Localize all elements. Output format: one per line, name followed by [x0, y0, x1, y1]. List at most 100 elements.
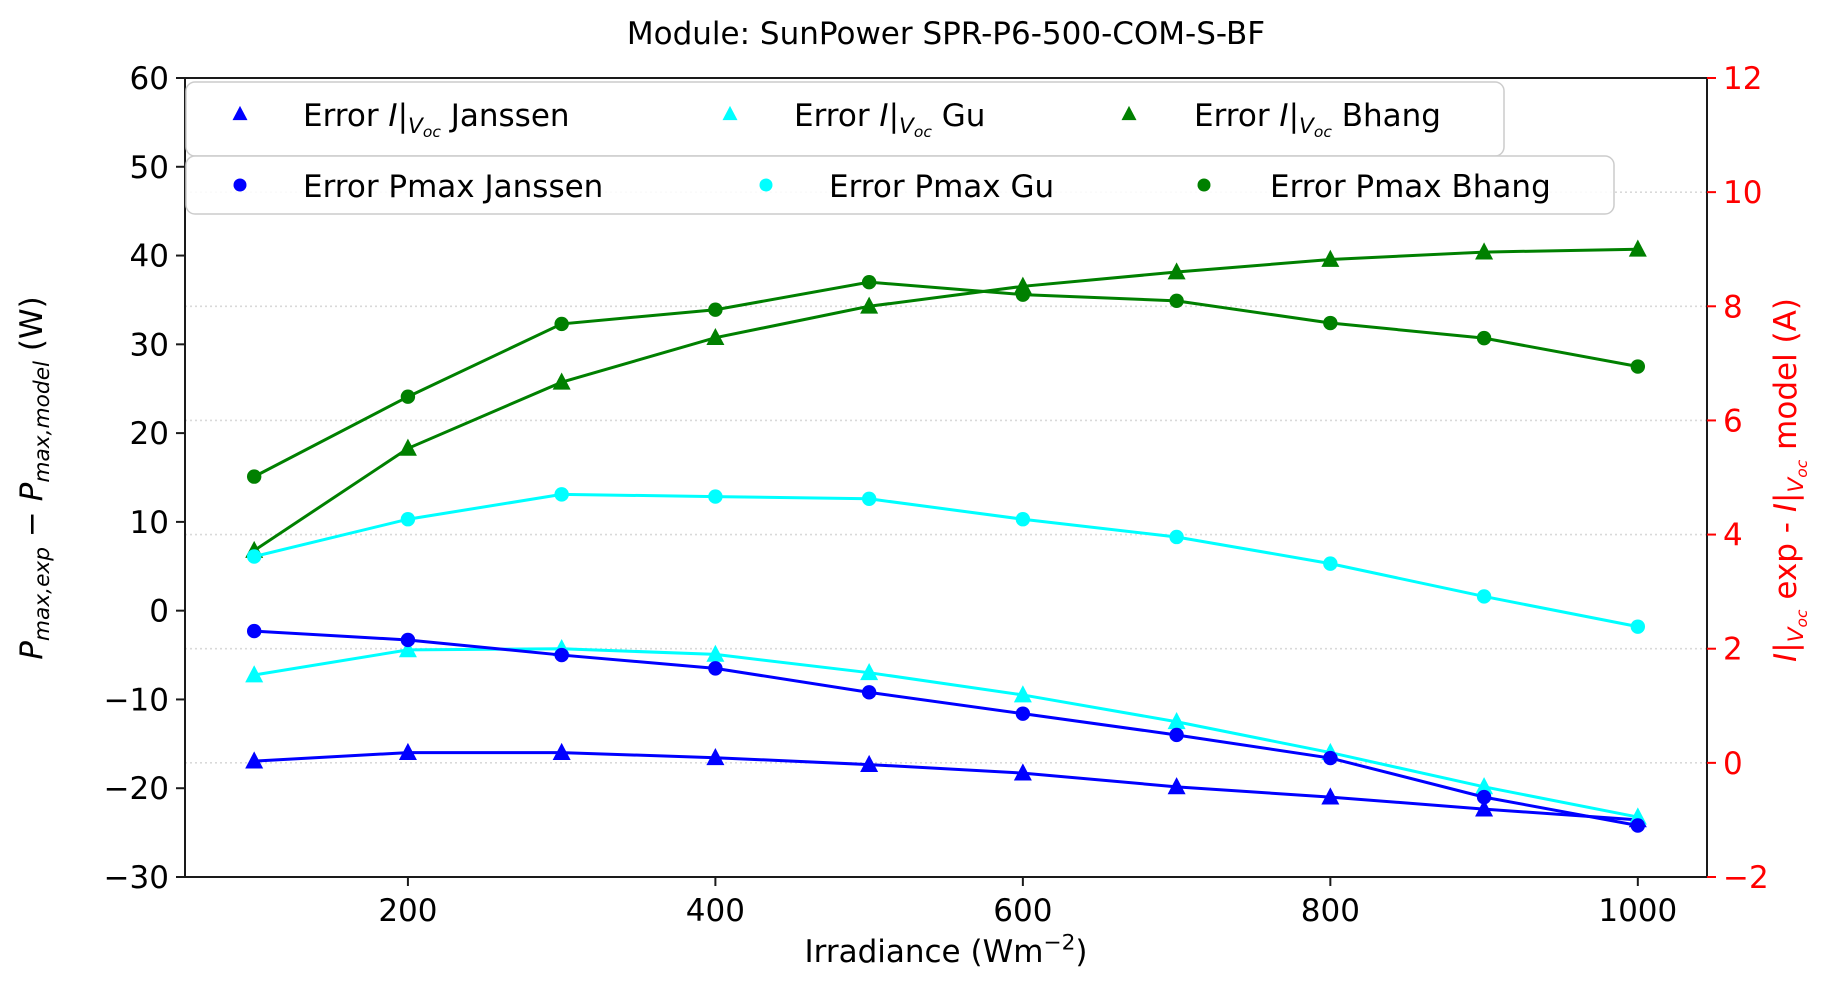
series-line-error-i-v-oc-gu	[253, 647, 1639, 819]
series-marker-error-pmax-janssen	[1630, 818, 1646, 833]
series-marker-error-i-v-oc-gu	[1013, 685, 1032, 703]
series-marker-error-i-v-oc-janssen	[706, 748, 725, 766]
series-marker-error-i-v-oc-gu	[1475, 777, 1494, 795]
series-marker-error-pmax-janssen	[400, 632, 416, 648]
legend-label: Error Pmax Bhang	[1270, 169, 1551, 205]
y-right-tick-label: 10	[1723, 175, 1762, 211]
series-marker-error-i-v-oc-gu	[398, 640, 417, 658]
series-marker-error-pmax-janssen	[861, 685, 877, 700]
series-marker-error-i-v-oc-bhang	[398, 438, 417, 456]
series-marker-error-i-v-oc-bhang	[552, 372, 571, 390]
legend-marker	[1121, 105, 1137, 121]
series-marker-error-pmax-bhang	[1476, 330, 1492, 346]
series-marker-error-pmax-bhang	[1169, 293, 1184, 309]
y-right-tick-label: 4	[1723, 518, 1743, 554]
series-line-error-pmax-bhang	[253, 280, 1639, 478]
series-marker-error-i-v-oc-bhang	[1475, 242, 1494, 260]
y-right-tick-label: 0	[1723, 746, 1743, 782]
series-marker-error-i-v-oc-bhang	[1321, 249, 1340, 267]
y-right-tick-label: −2	[1723, 860, 1769, 896]
series-marker-error-i-v-oc-bhang	[1167, 262, 1186, 280]
y-left-tick-label: 50	[130, 150, 169, 186]
y-axis-label-left: Pmax,exp − Pmax,model (W)	[14, 296, 55, 660]
series-marker-error-pmax-janssen	[1015, 706, 1031, 721]
series-marker-error-i-v-oc-janssen	[245, 751, 264, 769]
series-marker-error-i-v-oc-bhang	[1628, 239, 1647, 257]
y-right-tick-label: 2	[1723, 632, 1743, 668]
series-marker-error-pmax-bhang	[1630, 359, 1646, 374]
series-marker-error-i-v-oc-gu	[245, 665, 264, 683]
series-marker-error-i-v-oc-gu	[706, 644, 725, 662]
series-marker-error-i-v-oc-janssen	[1013, 763, 1032, 781]
y-left-tick-label: 30	[130, 327, 169, 363]
y-left-tick-label: 40	[130, 239, 169, 275]
series-marker-error-pmax-bhang	[861, 274, 877, 290]
series-marker-error-pmax-bhang	[708, 302, 723, 317]
legend-marker	[759, 178, 773, 192]
series-marker-error-pmax-bhang	[400, 389, 416, 404]
series-marker-error-pmax-bhang	[246, 469, 262, 484]
legend-label: Error Pmax Gu	[829, 169, 1054, 205]
series-line-error-i-v-oc-bhang	[253, 247, 1638, 552]
series-marker-error-pmax-bhang	[1323, 315, 1338, 331]
series-marker-error-i-v-oc-janssen	[1475, 799, 1494, 817]
y-left-tick-label: −10	[104, 682, 169, 718]
series-marker-error-i-v-oc-bhang	[860, 296, 879, 314]
legend-label: Error I|Voc Gu	[794, 98, 985, 141]
series-marker-error-i-v-oc-janssen	[860, 754, 879, 772]
series-marker-error-pmax-gu	[400, 512, 416, 527]
legend-marker	[1197, 178, 1211, 192]
x-tick-label: 600	[993, 893, 1052, 929]
y-left-tick-label: −20	[104, 771, 169, 807]
series-marker-error-pmax-gu	[246, 549, 262, 564]
series-marker-error-pmax-gu	[1015, 512, 1031, 527]
series-marker-error-pmax-gu	[1476, 589, 1492, 604]
series-marker-error-i-v-oc-bhang	[706, 327, 725, 346]
series-marker-error-pmax-bhang	[1015, 287, 1031, 302]
plot-frame	[184, 77, 1708, 878]
chart-title: Module: SunPower SPR-P6-500-COM-S-BF	[627, 16, 1265, 52]
x-axis-label: Irradiance (Wm−2)	[804, 931, 1087, 970]
series-marker-error-i-v-oc-janssen	[552, 742, 571, 760]
legend-box	[185, 155, 1615, 215]
y-right-tick-label: 12	[1723, 61, 1762, 97]
series-marker-error-pmax-janssen	[554, 647, 569, 663]
series-marker-error-pmax-janssen	[1476, 789, 1492, 805]
series-marker-error-i-v-oc-gu	[860, 662, 879, 681]
series-marker-error-i-v-oc-janssen	[1321, 787, 1340, 805]
series-marker-error-pmax-janssen	[1323, 750, 1338, 766]
x-tick-label: 200	[378, 893, 437, 929]
x-tick-label: 1000	[1598, 893, 1677, 929]
series-marker-error-pmax-gu	[1169, 529, 1184, 545]
legend-marker	[722, 105, 738, 121]
series-marker-error-pmax-janssen	[246, 623, 262, 639]
series-line-error-i-v-oc-janssen	[254, 751, 1638, 822]
y-right-tick-label: 6	[1723, 403, 1743, 439]
y-left-tick-label: 0	[149, 594, 169, 630]
legend-label: Error I|Voc Bhang	[1194, 98, 1441, 141]
x-tick-label: 400	[686, 893, 745, 929]
y-left-tick-label: 60	[130, 61, 169, 97]
series-marker-error-i-v-oc-janssen	[398, 742, 417, 760]
series-marker-error-pmax-janssen	[1169, 727, 1184, 743]
x-tick-label: 800	[1301, 893, 1360, 929]
y-right-tick-label: 8	[1723, 289, 1743, 325]
legend-marker	[232, 105, 248, 121]
legend-label: Error I|Voc Janssen	[303, 98, 570, 141]
series-line-error-pmax-janssen	[254, 629, 1639, 827]
series-marker-error-pmax-gu	[554, 487, 569, 502]
series-marker-error-pmax-janssen	[708, 661, 723, 676]
series-marker-error-i-v-oc-janssen	[1167, 777, 1186, 795]
y-left-tick-label: 20	[130, 416, 169, 452]
series-marker-error-pmax-gu	[861, 491, 877, 507]
series-marker-error-pmax-gu	[708, 489, 723, 504]
series-marker-error-pmax-gu	[1323, 556, 1338, 571]
y-left-tick-label: 10	[130, 505, 169, 541]
legend-marker	[233, 178, 247, 192]
series-marker-error-pmax-gu	[1630, 619, 1646, 634]
y-axis-label-right: I|Voc exp - I|Voc model (A)	[1768, 298, 1811, 662]
y-left-tick-label: −30	[104, 860, 169, 896]
series-marker-error-i-v-oc-gu	[1167, 712, 1186, 730]
